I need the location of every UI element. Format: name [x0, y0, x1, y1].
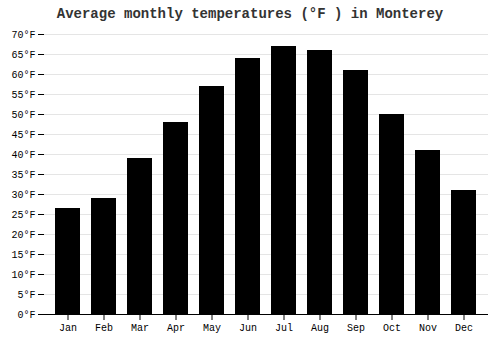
- svg-text:May: May: [203, 323, 221, 334]
- svg-text:Feb: Feb: [95, 323, 113, 334]
- svg-text:Apr: Apr: [167, 323, 185, 334]
- svg-text:Jan: Jan: [59, 323, 77, 334]
- svg-text:0°F: 0°F: [17, 310, 35, 321]
- svg-text:Nov: Nov: [419, 323, 437, 334]
- svg-text:45°F: 45°F: [11, 130, 35, 141]
- svg-text:50°F: 50°F: [11, 110, 35, 121]
- svg-text:Mar: Mar: [131, 323, 149, 334]
- svg-text:15°F: 15°F: [11, 250, 35, 261]
- svg-text:40°F: 40°F: [11, 150, 35, 161]
- svg-text:10°F: 10°F: [11, 270, 35, 281]
- svg-text:Oct: Oct: [383, 323, 401, 334]
- svg-text:70°F: 70°F: [11, 30, 35, 41]
- svg-text:25°F: 25°F: [11, 210, 35, 221]
- svg-text:5°F: 5°F: [17, 290, 35, 301]
- svg-text:30°F: 30°F: [11, 190, 35, 201]
- svg-text:Sep: Sep: [347, 323, 365, 334]
- html-text:Average monthly temperatures (: Average monthly temperatures (°F ) in Mo…: [56, 6, 444, 22]
- svg-text:Dec: Dec: [455, 323, 473, 334]
- svg-text:Jun: Jun: [239, 323, 257, 334]
- svg-text:65°F: 65°F: [11, 50, 35, 61]
- svg-text:35°F: 35°F: [11, 170, 35, 181]
- svg-text:20°F: 20°F: [11, 230, 35, 241]
- svg-text:60°F: 60°F: [11, 70, 35, 81]
- svg-text:Jul: Jul: [275, 323, 293, 334]
- svg-text:55°F: 55°F: [11, 90, 35, 101]
- svg-text:Aug: Aug: [311, 323, 329, 334]
